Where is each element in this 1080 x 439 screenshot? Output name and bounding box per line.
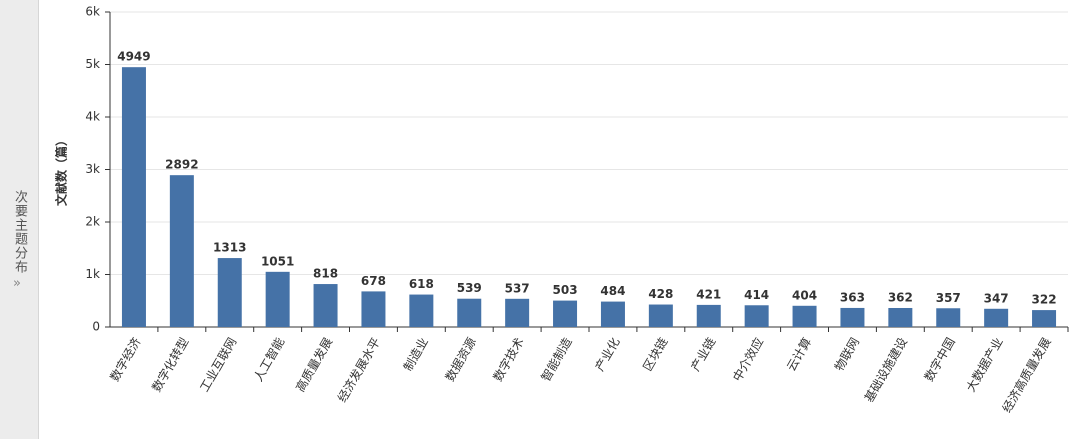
x-tick-label: 人工智能 bbox=[250, 335, 287, 384]
value-label: 618 bbox=[409, 277, 434, 291]
value-label: 2892 bbox=[165, 158, 198, 172]
value-label: 357 bbox=[936, 291, 961, 305]
y-axis-title: 文献数（篇） bbox=[54, 134, 69, 206]
x-tick-label: 数字化转型 bbox=[148, 335, 191, 394]
bar bbox=[553, 300, 578, 327]
sidebar[interactable]: 次要主题分布 » bbox=[0, 0, 39, 439]
x-tick-label: 数字中国 bbox=[921, 335, 958, 384]
bar bbox=[313, 284, 338, 327]
value-label: 503 bbox=[553, 283, 578, 297]
value-label: 428 bbox=[648, 287, 673, 301]
value-label: 4949 bbox=[117, 50, 150, 64]
bar bbox=[505, 298, 530, 327]
value-label: 484 bbox=[600, 284, 625, 298]
bar bbox=[265, 271, 290, 327]
value-label: 537 bbox=[505, 281, 530, 295]
bar bbox=[457, 298, 482, 327]
bar bbox=[648, 304, 673, 327]
y-tick-label: 2k bbox=[85, 215, 100, 229]
x-tick-label: 数字技术 bbox=[490, 335, 527, 384]
bar bbox=[217, 258, 242, 327]
x-tick-label: 大数据产业 bbox=[963, 335, 1006, 394]
value-label: 421 bbox=[696, 287, 721, 301]
x-tick-label: 产业化 bbox=[592, 335, 622, 373]
y-tick-label: 3k bbox=[85, 162, 100, 176]
sidebar-label[interactable]: 次要主题分布 bbox=[12, 190, 27, 274]
value-label: 404 bbox=[792, 288, 817, 302]
x-tick-label: 高质量发展 bbox=[292, 335, 335, 394]
bar bbox=[600, 301, 625, 327]
x-tick-label: 产业链 bbox=[687, 335, 718, 374]
x-tick-label: 中介效应 bbox=[729, 335, 766, 384]
x-tick-label: 基础设施建设 bbox=[862, 335, 910, 404]
bar bbox=[696, 304, 721, 327]
y-tick-label: 0 bbox=[92, 320, 100, 334]
value-label: 414 bbox=[744, 288, 769, 302]
x-tick-label: 经济高质量发展 bbox=[999, 335, 1054, 415]
x-tick-label: 云计算 bbox=[783, 335, 814, 374]
y-tick-label: 5k bbox=[85, 57, 100, 71]
x-tick-label: 智能制造 bbox=[538, 335, 575, 384]
bar bbox=[361, 291, 386, 327]
x-tick-label: 区块链 bbox=[639, 335, 670, 374]
expand-icon[interactable]: » bbox=[13, 276, 21, 291]
x-tick-label: 数字经济 bbox=[107, 335, 144, 384]
bar bbox=[888, 307, 913, 327]
bar bbox=[1032, 310, 1057, 327]
y-tick-label: 6k bbox=[85, 5, 100, 19]
bar bbox=[121, 67, 146, 328]
x-tick-label: 经济发展水平 bbox=[334, 335, 383, 405]
value-label: 347 bbox=[984, 291, 1009, 305]
bar bbox=[744, 305, 769, 327]
x-tick-label: 工业互联网 bbox=[197, 335, 239, 394]
value-label: 1313 bbox=[213, 241, 246, 255]
value-label: 818 bbox=[313, 267, 338, 281]
y-tick-label: 1k bbox=[85, 267, 100, 281]
value-label: 363 bbox=[840, 290, 865, 304]
value-label: 322 bbox=[1032, 293, 1057, 307]
bar bbox=[936, 308, 961, 327]
bar bbox=[792, 305, 817, 327]
x-tick-label: 物联网 bbox=[832, 335, 862, 373]
y-tick-label: 4k bbox=[85, 110, 100, 124]
value-label: 539 bbox=[457, 281, 482, 295]
bar bbox=[840, 307, 865, 327]
bar bbox=[169, 175, 194, 327]
value-label: 1051 bbox=[261, 254, 294, 268]
value-label: 678 bbox=[361, 274, 386, 288]
value-label: 362 bbox=[888, 290, 913, 304]
bar bbox=[984, 308, 1009, 327]
x-tick-label: 制造业 bbox=[401, 335, 431, 373]
x-tick-label: 数据资源 bbox=[442, 335, 479, 384]
bar bbox=[409, 294, 434, 327]
